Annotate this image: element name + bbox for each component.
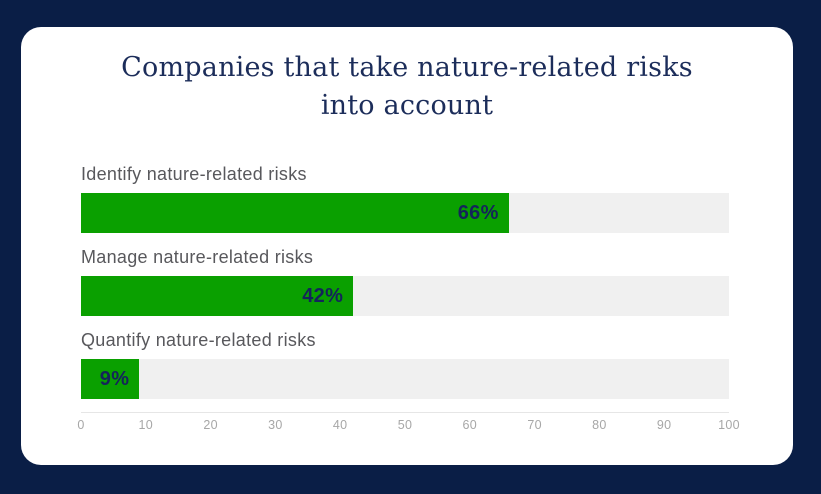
bar-chart-plot-area: Identify nature-related risks 66% Manage n… xyxy=(77,163,740,434)
x-axis-tick-label: 40 xyxy=(332,418,348,432)
x-axis-tick-label: 50 xyxy=(397,418,413,432)
x-axis-tick-label: 90 xyxy=(656,418,672,432)
bar-category-label: Quantify nature-related risks xyxy=(81,330,316,350)
chart-card: Companies that take nature-related risks… xyxy=(21,27,793,465)
bar-row: Manage nature-related risks 42% xyxy=(81,246,729,316)
chart-title-line-1: Companies that take nature-related risks xyxy=(121,52,693,83)
bar-category-label: Manage nature-related risks xyxy=(81,247,314,267)
bar-track: 66% xyxy=(81,193,729,233)
x-axis: 0 10 20 30 40 50 60 70 80 90 100 xyxy=(77,412,740,434)
bar-category-label: Identify nature-related risks xyxy=(81,164,307,184)
bar-value-label: 9% xyxy=(99,367,130,390)
bar-value-label: 66% xyxy=(457,201,499,224)
x-axis-tick-label: 60 xyxy=(462,418,478,432)
x-axis-tick-label: 100 xyxy=(718,418,740,432)
x-axis-tick-label: 80 xyxy=(592,418,607,432)
x-axis-tick-label: 0 xyxy=(77,418,85,432)
bar-row: Identify nature-related risks 66% xyxy=(81,163,729,233)
x-axis-tick-label: 10 xyxy=(138,418,154,432)
x-axis-tick-label: 30 xyxy=(268,418,283,432)
bar-fill: 9% xyxy=(81,359,140,399)
bar-track: 9% xyxy=(81,359,729,399)
bar-rows: Identify nature-related risks 66% Manage n… xyxy=(81,163,729,399)
chart-title-line-2: into account xyxy=(320,90,494,121)
bar-fill: 66% xyxy=(81,193,509,233)
x-axis-tick-label: 20 xyxy=(203,418,218,432)
bar-track: 42% xyxy=(81,276,729,316)
bar-value-label: 42% xyxy=(302,284,344,307)
x-axis-tick-label: 70 xyxy=(527,418,542,432)
bar-row: Quantify nature-related risks 9% xyxy=(81,329,729,399)
chart-title: Companies that take nature-related risks… xyxy=(21,49,793,125)
bar-fill: 42% xyxy=(81,276,354,316)
